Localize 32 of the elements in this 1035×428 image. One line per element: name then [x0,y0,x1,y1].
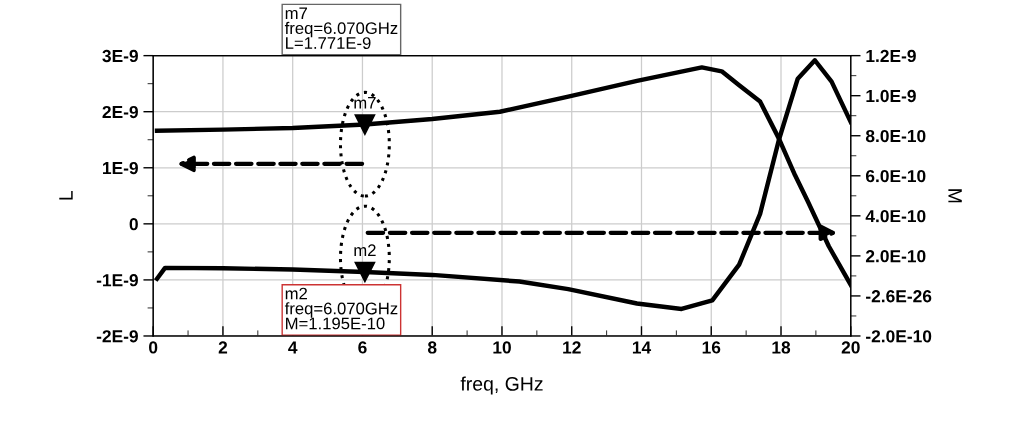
y-axis-title: L [59,191,73,200]
x-tick-label: 12 [563,341,581,354]
y-tick-label: -2E-9 [96,330,138,343]
y2-tick-label: 6.0E-10 [865,169,926,183]
annotation: m7 [354,97,376,109]
x-tick-label: 8 [427,341,437,354]
x-tick-label: 6 [358,341,367,354]
y-tick-label: 1E-9 [103,161,138,175]
y2-tick-label: 1.2E-9 [866,49,916,63]
y2-tick-label: 4.0E-10 [865,210,926,223]
y2-tick-label: 1.0E-9 [866,89,916,103]
y2-tick-label: -2.0E-10 [866,330,932,343]
y-tick-label: 2E-9 [102,105,138,119]
x-axis-title: freq, GHz [460,376,543,395]
x-tick-label: 18 [772,341,791,354]
x-tick-label: 10 [493,341,511,354]
y2-tick-label: 8.0E-10 [865,129,926,143]
x-tick-label: 0 [149,341,158,354]
annotation: m2 [354,244,376,256]
text: m7 freq=6.070GHz L=1.771E-9 [284,7,398,49]
x-tick-label: 14 [632,341,652,354]
annotation: m2 freq=6.070GHz M=1.195E-10 [284,287,398,330]
x-tick-label: 4 [288,341,298,354]
y2-tick-label: -2.6E-26 [866,290,932,303]
y-tick-label: 3E-9 [102,49,138,63]
y2-tick-label: 2.0E-10 [865,250,926,263]
x-tick-label: 2 [218,341,228,354]
y-tick-label: 0 [129,218,138,231]
x-tick-label: 20 [841,341,860,354]
y2-axis-title: M [948,189,962,203]
y-tick-label: -1E-9 [96,274,138,287]
x-tick-label: 16 [702,341,721,354]
